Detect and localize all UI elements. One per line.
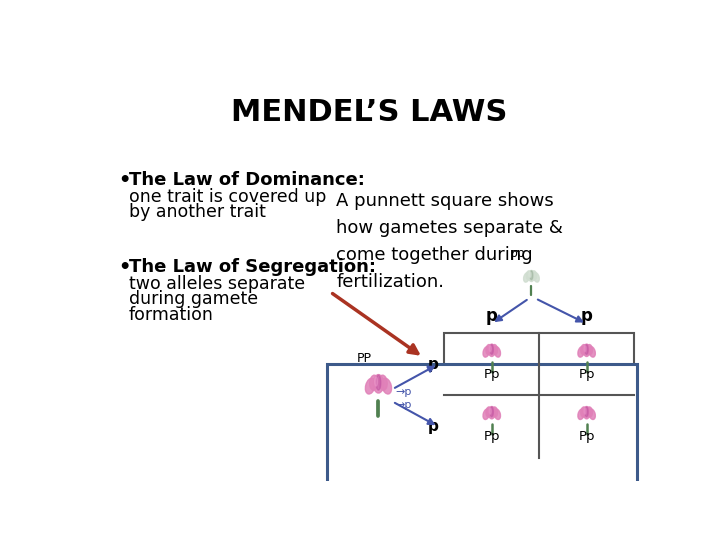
Ellipse shape — [581, 345, 586, 355]
Ellipse shape — [581, 407, 586, 417]
Text: Pp: Pp — [578, 430, 595, 443]
Text: pp: pp — [510, 247, 526, 260]
Ellipse shape — [528, 271, 534, 281]
Ellipse shape — [584, 346, 586, 352]
Ellipse shape — [486, 407, 491, 417]
Ellipse shape — [382, 378, 392, 394]
Text: Pp: Pp — [484, 430, 500, 443]
Ellipse shape — [583, 407, 590, 419]
Text: →p: →p — [395, 387, 412, 397]
Ellipse shape — [589, 347, 595, 357]
Text: PP: PP — [357, 352, 372, 365]
Ellipse shape — [488, 344, 495, 356]
Ellipse shape — [490, 407, 493, 417]
Text: one trait is covered up: one trait is covered up — [129, 188, 326, 206]
Ellipse shape — [589, 409, 595, 420]
Ellipse shape — [488, 407, 495, 419]
Ellipse shape — [584, 408, 586, 414]
Ellipse shape — [490, 408, 491, 414]
Ellipse shape — [587, 345, 593, 355]
Text: p: p — [427, 419, 438, 434]
Ellipse shape — [583, 344, 590, 356]
Ellipse shape — [529, 272, 531, 278]
Ellipse shape — [492, 345, 498, 355]
Ellipse shape — [376, 375, 381, 390]
Ellipse shape — [374, 377, 377, 386]
Text: p: p — [581, 307, 593, 325]
Ellipse shape — [483, 347, 490, 357]
Ellipse shape — [578, 347, 585, 357]
Ellipse shape — [379, 375, 387, 390]
Text: formation: formation — [129, 306, 214, 324]
Ellipse shape — [369, 375, 378, 390]
Ellipse shape — [585, 345, 588, 355]
Text: A punnett square shows
how gametes separate &
come together during
fertilization: A punnett square shows how gametes separ… — [336, 192, 563, 291]
Text: •: • — [118, 258, 130, 277]
Ellipse shape — [587, 407, 593, 417]
Ellipse shape — [534, 273, 539, 282]
Text: p: p — [486, 307, 498, 325]
Bar — [444, 333, 634, 458]
Bar — [327, 364, 637, 512]
Ellipse shape — [492, 407, 498, 417]
Ellipse shape — [523, 273, 529, 282]
Text: MENDEL’S LAWS: MENDEL’S LAWS — [231, 98, 507, 127]
Text: Pp: Pp — [578, 368, 595, 381]
Text: p: p — [427, 357, 438, 372]
Ellipse shape — [578, 409, 585, 420]
Ellipse shape — [532, 271, 536, 280]
Text: two alleles separate: two alleles separate — [129, 275, 305, 293]
Text: •: • — [118, 171, 130, 190]
Text: by another trait: by another trait — [129, 203, 266, 221]
Ellipse shape — [526, 271, 531, 280]
Ellipse shape — [494, 347, 500, 357]
Ellipse shape — [585, 407, 588, 417]
Ellipse shape — [490, 346, 491, 352]
Ellipse shape — [494, 409, 500, 420]
Ellipse shape — [530, 271, 533, 280]
Text: →p: →p — [395, 400, 412, 410]
Text: during gamete: during gamete — [129, 291, 258, 308]
Ellipse shape — [490, 345, 493, 355]
Ellipse shape — [365, 378, 375, 394]
Ellipse shape — [373, 375, 384, 393]
Text: Pp: Pp — [484, 368, 500, 381]
Text: The Law of Segregation:: The Law of Segregation: — [129, 258, 376, 276]
Text: The Law of Dominance:: The Law of Dominance: — [129, 171, 364, 189]
Ellipse shape — [483, 409, 490, 420]
Ellipse shape — [486, 345, 491, 355]
